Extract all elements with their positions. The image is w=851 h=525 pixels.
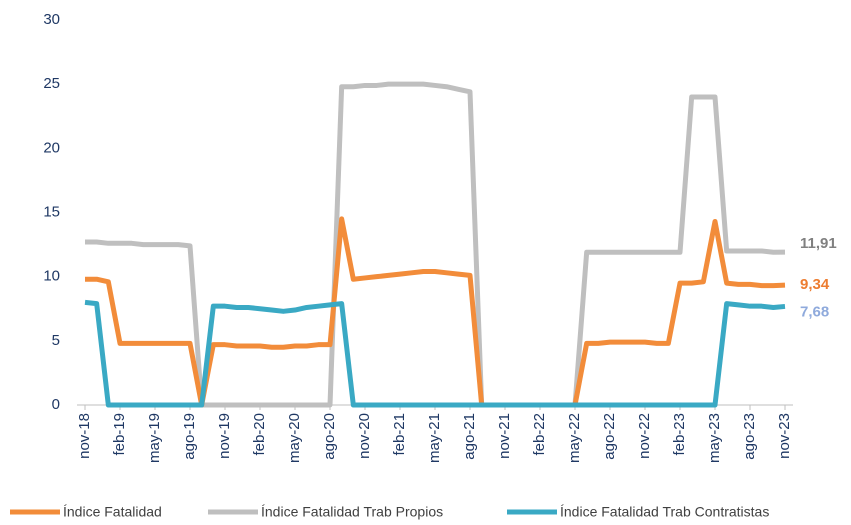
x-tick-label: may-21 bbox=[426, 413, 443, 463]
x-tick-label: may-20 bbox=[286, 413, 303, 463]
data-label: 7,68 bbox=[800, 303, 829, 320]
y-tick-label: 5 bbox=[52, 332, 60, 349]
x-tick-label: feb-22 bbox=[531, 413, 548, 456]
x-tick-label: may-23 bbox=[706, 413, 723, 463]
y-tick-label: 25 bbox=[43, 75, 60, 92]
x-tick-label: may-19 bbox=[146, 413, 163, 463]
y-tick-label: 0 bbox=[52, 396, 60, 413]
x-tick-label: nov-18 bbox=[76, 413, 93, 459]
legend-label: Índice Fatalidad Trab Contratistas bbox=[560, 504, 769, 520]
x-tick-label: nov-22 bbox=[636, 413, 653, 459]
x-tick-label: nov-20 bbox=[356, 413, 373, 459]
x-tick-label: nov-19 bbox=[216, 413, 233, 459]
x-tick-label: feb-19 bbox=[111, 413, 128, 456]
y-tick-label: 20 bbox=[43, 139, 60, 156]
series-line bbox=[85, 81, 786, 408]
y-tick-label: 10 bbox=[43, 268, 60, 285]
x-tick-label: nov-23 bbox=[776, 413, 793, 459]
y-tick-label: 15 bbox=[43, 203, 60, 220]
x-tick-label: feb-20 bbox=[251, 413, 268, 456]
y-tick-label: 30 bbox=[43, 11, 60, 28]
x-tick-label: ago-23 bbox=[741, 413, 758, 460]
legend-label: Índice Fatalidad bbox=[63, 504, 162, 520]
series-line bbox=[84, 299, 786, 408]
x-tick-label: may-22 bbox=[566, 413, 583, 463]
x-tick-label: ago-22 bbox=[601, 413, 618, 460]
x-tick-label: nov-21 bbox=[496, 413, 513, 459]
x-tick-label: feb-21 bbox=[391, 413, 408, 456]
data-label: 9,34 bbox=[800, 276, 830, 293]
x-tick-label: ago-19 bbox=[181, 413, 198, 460]
x-tick-label: feb-23 bbox=[671, 413, 688, 456]
x-tick-label: ago-21 bbox=[461, 413, 478, 460]
legend-label: Índice Fatalidad Trab Propios bbox=[261, 504, 443, 520]
data-label: 11,91 bbox=[800, 235, 837, 252]
x-tick-label: ago-20 bbox=[321, 413, 338, 460]
